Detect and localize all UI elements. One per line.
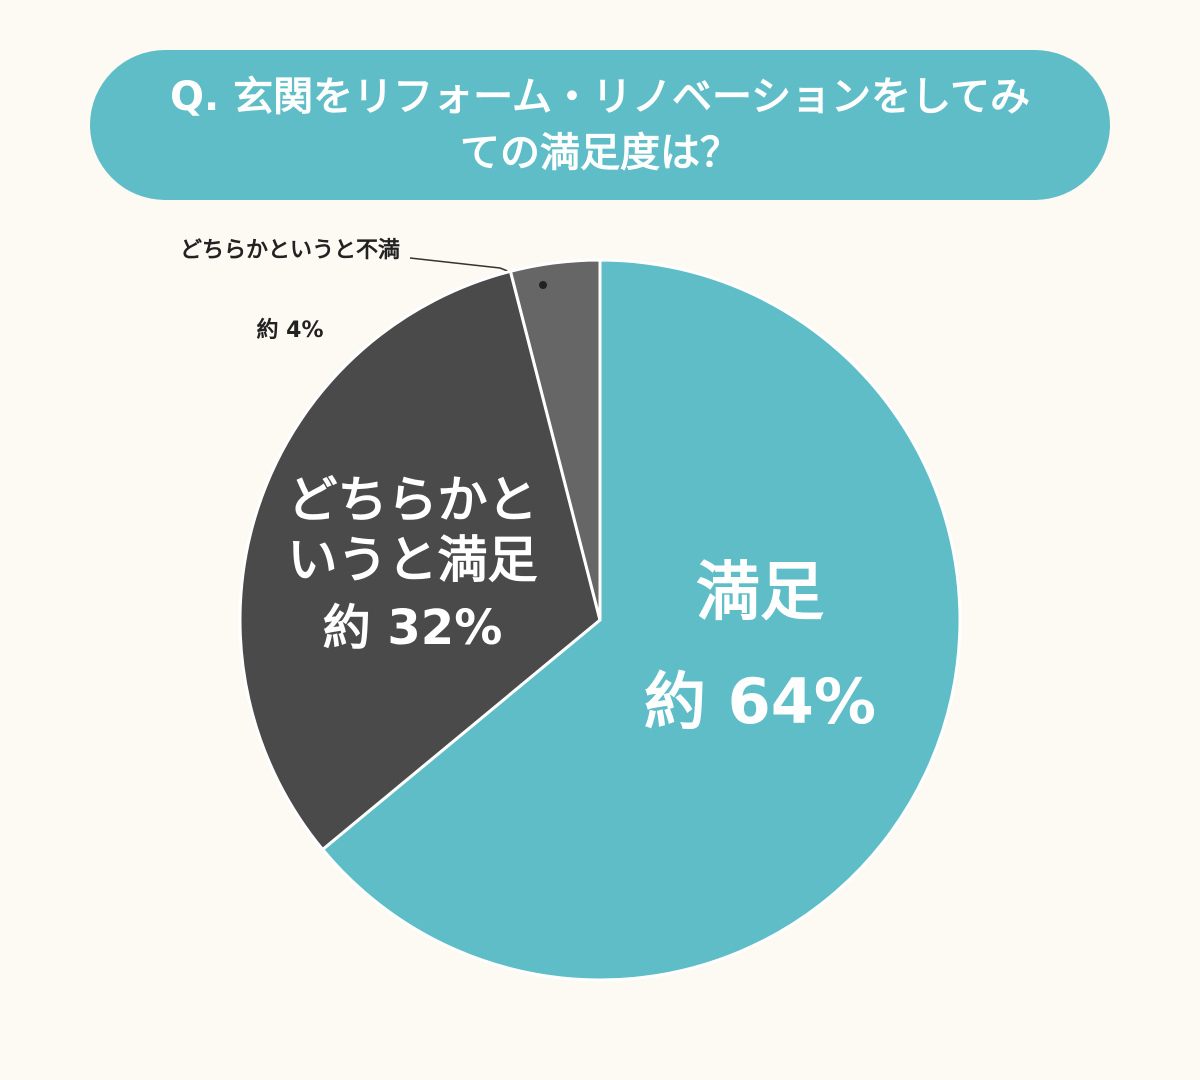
slice-label: どちらかというと満足: [287, 471, 538, 589]
pie-slice: [238, 269, 602, 852]
value-label: 約 4%: [256, 318, 324, 343]
value-label: 約 32%: [322, 600, 503, 656]
chart-title: Q. 玄関をリフォーム・リノベーションをしてみての満足度は？: [170, 74, 1030, 176]
title-banner: Q. 玄関をリフォーム・リノベーションをしてみての満足度は？: [90, 50, 1110, 200]
slice-label: どちらかというと不満: [179, 238, 400, 263]
pie-slice: [320, 258, 962, 982]
leader-dot: [539, 281, 547, 289]
pie-slice: [508, 258, 602, 621]
slice-label: 満足: [696, 556, 824, 630]
value-label: 約 64%: [644, 665, 876, 738]
